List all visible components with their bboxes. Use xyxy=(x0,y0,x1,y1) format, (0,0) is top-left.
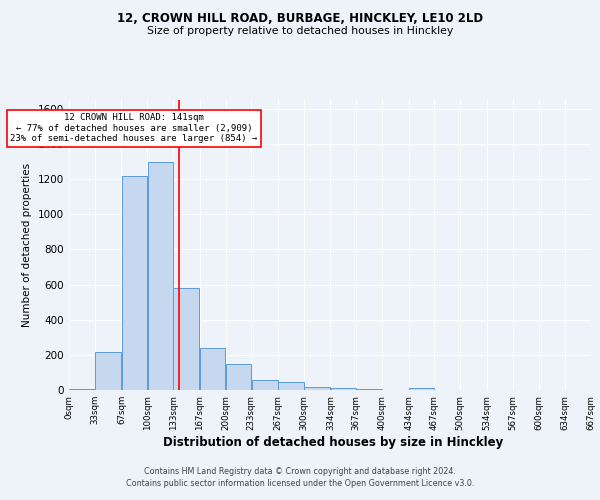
Text: Distribution of detached houses by size in Hinckley: Distribution of detached houses by size … xyxy=(163,436,503,449)
Bar xyxy=(95,352,121,390)
Text: 12 CROWN HILL ROAD: 141sqm
← 77% of detached houses are smaller (2,909)
23% of s: 12 CROWN HILL ROAD: 141sqm ← 77% of deta… xyxy=(10,113,257,143)
Bar xyxy=(409,388,434,390)
Bar xyxy=(278,382,304,390)
Text: 12, CROWN HILL ROAD, BURBAGE, HINCKLEY, LE10 2LD: 12, CROWN HILL ROAD, BURBAGE, HINCKLEY, … xyxy=(117,12,483,26)
Text: Contains public sector information licensed under the Open Government Licence v3: Contains public sector information licen… xyxy=(126,478,474,488)
Bar xyxy=(331,388,356,390)
Bar xyxy=(304,388,330,390)
Bar xyxy=(148,162,173,390)
Bar xyxy=(200,348,225,390)
Bar xyxy=(122,176,147,390)
Text: Contains HM Land Registry data © Crown copyright and database right 2024.: Contains HM Land Registry data © Crown c… xyxy=(144,467,456,476)
Y-axis label: Number of detached properties: Number of detached properties xyxy=(22,163,32,327)
Bar xyxy=(173,288,199,390)
Text: Size of property relative to detached houses in Hinckley: Size of property relative to detached ho… xyxy=(147,26,453,36)
Bar xyxy=(226,364,251,390)
Bar xyxy=(69,389,95,390)
Bar xyxy=(356,389,382,390)
Bar xyxy=(251,380,278,390)
